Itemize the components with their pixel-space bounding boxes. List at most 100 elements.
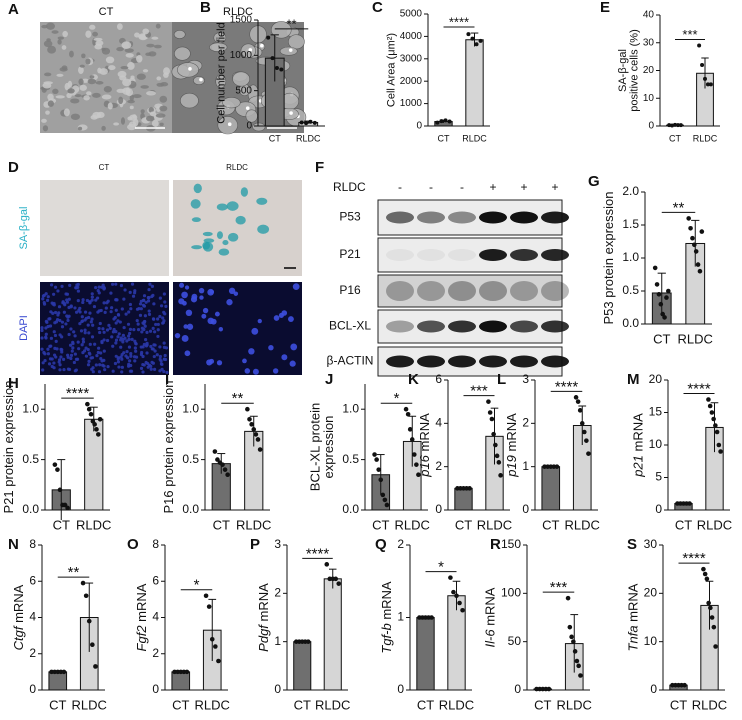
x-tick-label: CT (172, 697, 189, 712)
nucleus (69, 353, 74, 357)
nucleus (114, 338, 119, 342)
cell (155, 113, 166, 118)
data-point (697, 43, 702, 48)
nucleus (75, 357, 80, 361)
bright-spot (199, 77, 203, 82)
nucleus (110, 282, 115, 286)
cell (156, 76, 162, 81)
panel-letter: Q (375, 536, 387, 553)
cell (146, 43, 155, 48)
x-tick-label: RLDC (697, 517, 732, 532)
nucleus (97, 326, 101, 331)
nucleus (183, 324, 188, 329)
x-tick-label: RLDC (462, 133, 487, 143)
sa-gal-cell (191, 245, 203, 250)
x-tick-label: RLDC (195, 697, 230, 712)
cell (193, 76, 205, 85)
panel-letter: S (627, 536, 637, 553)
data-point (702, 571, 708, 577)
blot-band (448, 320, 476, 333)
column-label: CT (99, 163, 110, 172)
x-tick-label: RLDC (236, 517, 271, 532)
nucleus (111, 344, 115, 348)
cell (120, 117, 126, 125)
nucleus (98, 363, 102, 367)
data-point (203, 593, 209, 599)
nucleus (41, 297, 45, 301)
bar (293, 641, 312, 691)
nucleus (71, 342, 75, 346)
lane-sign: + (489, 180, 496, 194)
nucleus (90, 317, 94, 321)
nucleus (116, 313, 120, 317)
cell (155, 23, 161, 29)
cell (136, 73, 146, 80)
y-tick-label: 0.5 (622, 283, 639, 297)
data-point (470, 36, 475, 41)
nucleus (41, 294, 45, 298)
cell (217, 116, 238, 135)
x-tick-label: CT (670, 697, 687, 712)
cell (215, 74, 227, 89)
nucleus (140, 350, 144, 355)
nucleus (133, 359, 137, 363)
y-tick-label: 0 (648, 121, 654, 132)
data-point (498, 473, 503, 478)
cell (79, 84, 87, 91)
data-point (494, 453, 500, 459)
nucleus (145, 351, 149, 355)
nucleus (191, 293, 198, 300)
nucleus (133, 346, 137, 350)
y-axis-label: p19 mRNA (505, 413, 520, 478)
data-point (572, 649, 578, 654)
nucleus (78, 310, 82, 314)
data-point (86, 406, 92, 412)
blot-strip (377, 274, 563, 308)
cell (116, 47, 124, 52)
data-point (577, 408, 583, 413)
nucleus (47, 362, 52, 366)
y-tick-label: 20 (649, 372, 663, 386)
nucleus (146, 362, 150, 366)
data-point (703, 76, 707, 81)
nucleus (218, 327, 224, 332)
y-axis-label: P53 protein expression (601, 192, 616, 325)
nucleus (90, 356, 95, 360)
cell (47, 45, 57, 54)
y-tick-label: 10 (644, 634, 658, 648)
data-point (688, 226, 693, 231)
nucleus (164, 304, 168, 308)
nucleus (139, 307, 143, 311)
nucleus (289, 360, 296, 367)
nucleus (45, 320, 49, 324)
nucleus (61, 301, 65, 305)
nucleus (96, 310, 100, 314)
blot-band (386, 281, 414, 301)
y-axis-label: Tgf-b mRNA (380, 581, 395, 654)
nucleus (109, 291, 113, 295)
cell (105, 56, 115, 64)
nucleus (174, 332, 181, 339)
y-tick-label: 5000 (400, 9, 423, 20)
cell (142, 69, 149, 73)
significance-label: ** (286, 16, 296, 31)
nucleus (99, 308, 103, 313)
data-point (489, 416, 495, 422)
sa-gal-cell (190, 199, 201, 209)
nucleus (129, 307, 133, 311)
nucleus (60, 350, 64, 354)
data-point (216, 658, 221, 664)
y-axis-label: p16 mRNA (418, 413, 433, 478)
nucleus (108, 326, 112, 330)
panel-letter: G (588, 173, 600, 190)
significance-label: **** (682, 550, 706, 567)
data-point (305, 639, 311, 644)
cell (142, 28, 150, 35)
data-point (706, 600, 711, 606)
sa-gal-cell (216, 231, 223, 239)
cell (92, 31, 99, 37)
data-point (52, 462, 58, 467)
nucleus (76, 282, 80, 287)
nucleus (133, 289, 137, 293)
nucleus (76, 340, 80, 344)
